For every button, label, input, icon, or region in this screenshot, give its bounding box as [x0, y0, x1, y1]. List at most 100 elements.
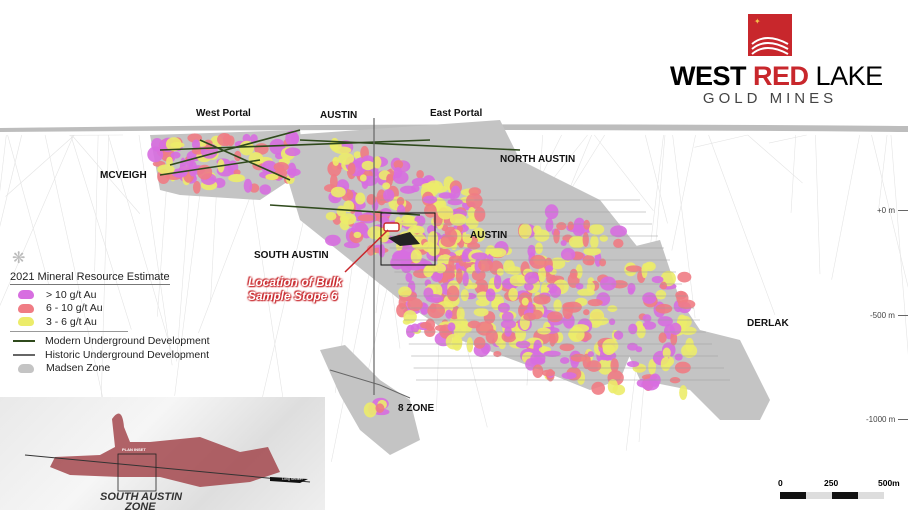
ore-blob: [523, 312, 536, 321]
drill-trace: [0, 134, 22, 227]
company-logo: ✦ WEST RED LAKE GOLD MINES: [670, 14, 883, 108]
ore-blob: [493, 351, 502, 358]
ore-blob: [567, 221, 574, 231]
swatch-icon: [18, 363, 34, 373]
swatch-icon: [18, 303, 34, 313]
ore-blob: [573, 217, 585, 232]
ore-blob: [537, 327, 551, 335]
legend-divider: [10, 330, 128, 332]
ore-blob: [625, 265, 642, 272]
legend-label: Madsen Zone: [46, 362, 111, 375]
legend-item-madsen: Madsen Zone: [10, 362, 210, 376]
ore-blob: [655, 289, 667, 300]
eight-zone: [320, 345, 420, 455]
ore-blob: [461, 251, 468, 263]
ore-blob: [473, 336, 486, 349]
ore-blob: [467, 206, 476, 220]
ore-blob: [178, 165, 189, 176]
ore-blob: [351, 222, 369, 235]
ore-blob: [455, 268, 463, 284]
ore-blob: [410, 249, 422, 264]
drill-trace: [138, 134, 173, 366]
ore-blob: [678, 299, 696, 310]
drill-trace: [94, 134, 99, 272]
ore-blob: [600, 276, 617, 291]
ore-blob: [460, 289, 469, 302]
ore-blob: [485, 288, 496, 302]
ore-blob: [658, 332, 667, 344]
line-swatch-icon: [13, 353, 35, 356]
modern-development: [199, 139, 291, 181]
ore-blob: [325, 234, 341, 247]
ore-blob: [273, 162, 289, 172]
legend: 2021 Mineral Resource Estimate > 10 g/t …: [10, 271, 210, 375]
ore-blob: [424, 203, 437, 218]
ore-blob: [589, 309, 605, 324]
ore-blob: [583, 219, 591, 230]
ore-blob: [187, 133, 203, 143]
legend-label: 3 - 6 g/t Au: [46, 315, 97, 328]
swatch-icon: [18, 290, 34, 300]
ore-blob: [642, 321, 657, 330]
drill-trace: [7, 134, 49, 285]
ore-blob: [669, 322, 682, 335]
drill-trace: [0, 134, 7, 192]
ore-blob: [284, 147, 301, 157]
ore-blob: [373, 156, 382, 169]
ore-blob: [587, 351, 594, 358]
ore-blob: [679, 326, 697, 336]
ore-blob: [242, 133, 251, 143]
ore-blob: [577, 288, 595, 297]
ore-blob: [353, 151, 362, 159]
ore-blob: [353, 231, 362, 239]
ore-blob: [355, 192, 366, 205]
ore-blob: [422, 241, 435, 253]
ore-blob: [569, 268, 578, 279]
ore-blob: [635, 320, 644, 330]
ore-blob: [446, 285, 460, 302]
ore-blob: [474, 279, 489, 295]
ore-blob: [474, 206, 486, 222]
ore-blob: [423, 287, 434, 300]
ore-blob: [468, 282, 478, 289]
elevation-minus-1000: -1000 m: [866, 415, 908, 424]
ore-blob: [475, 298, 490, 307]
historic-development: [329, 369, 411, 399]
ore-blob: [228, 173, 245, 183]
ore-blob: [445, 309, 453, 319]
ore-blob: [383, 189, 395, 202]
ore-blob: [217, 133, 232, 146]
ore-blob: [524, 271, 539, 285]
ore-blob: [333, 146, 352, 155]
ore-blob: [498, 339, 506, 350]
ore-blob: [287, 162, 297, 179]
ore-blob: [610, 358, 619, 373]
ore-blob: [471, 252, 488, 260]
ore-blob: [582, 232, 589, 247]
ore-blob: [674, 353, 683, 361]
ore-blob: [559, 343, 575, 352]
drill-trace: [768, 134, 807, 144]
legend-item-3-6: 3 - 6 g/t Au: [10, 315, 210, 329]
ore-blob: [422, 195, 438, 204]
ore-blob: [367, 226, 385, 240]
ore-blob: [586, 360, 602, 372]
ore-blob: [642, 292, 657, 304]
drill-trace: [107, 134, 173, 354]
line-swatch-icon: [13, 340, 35, 343]
ore-blob: [485, 329, 498, 344]
ore-blob: [523, 282, 534, 291]
drill-trace: [5, 134, 75, 197]
ore-blob: [403, 310, 417, 324]
ore-blob: [375, 403, 385, 413]
scale-tick-500: 500m: [878, 478, 900, 488]
ore-blob: [493, 274, 502, 290]
ore-blob: [462, 234, 473, 244]
ore-blob: [509, 274, 527, 287]
ore-blob: [500, 319, 517, 329]
callout-line-2: Sample Stope 6: [248, 289, 338, 303]
ore-blob: [359, 174, 367, 182]
ore-blob: [591, 381, 605, 395]
ore-blob: [233, 169, 241, 176]
